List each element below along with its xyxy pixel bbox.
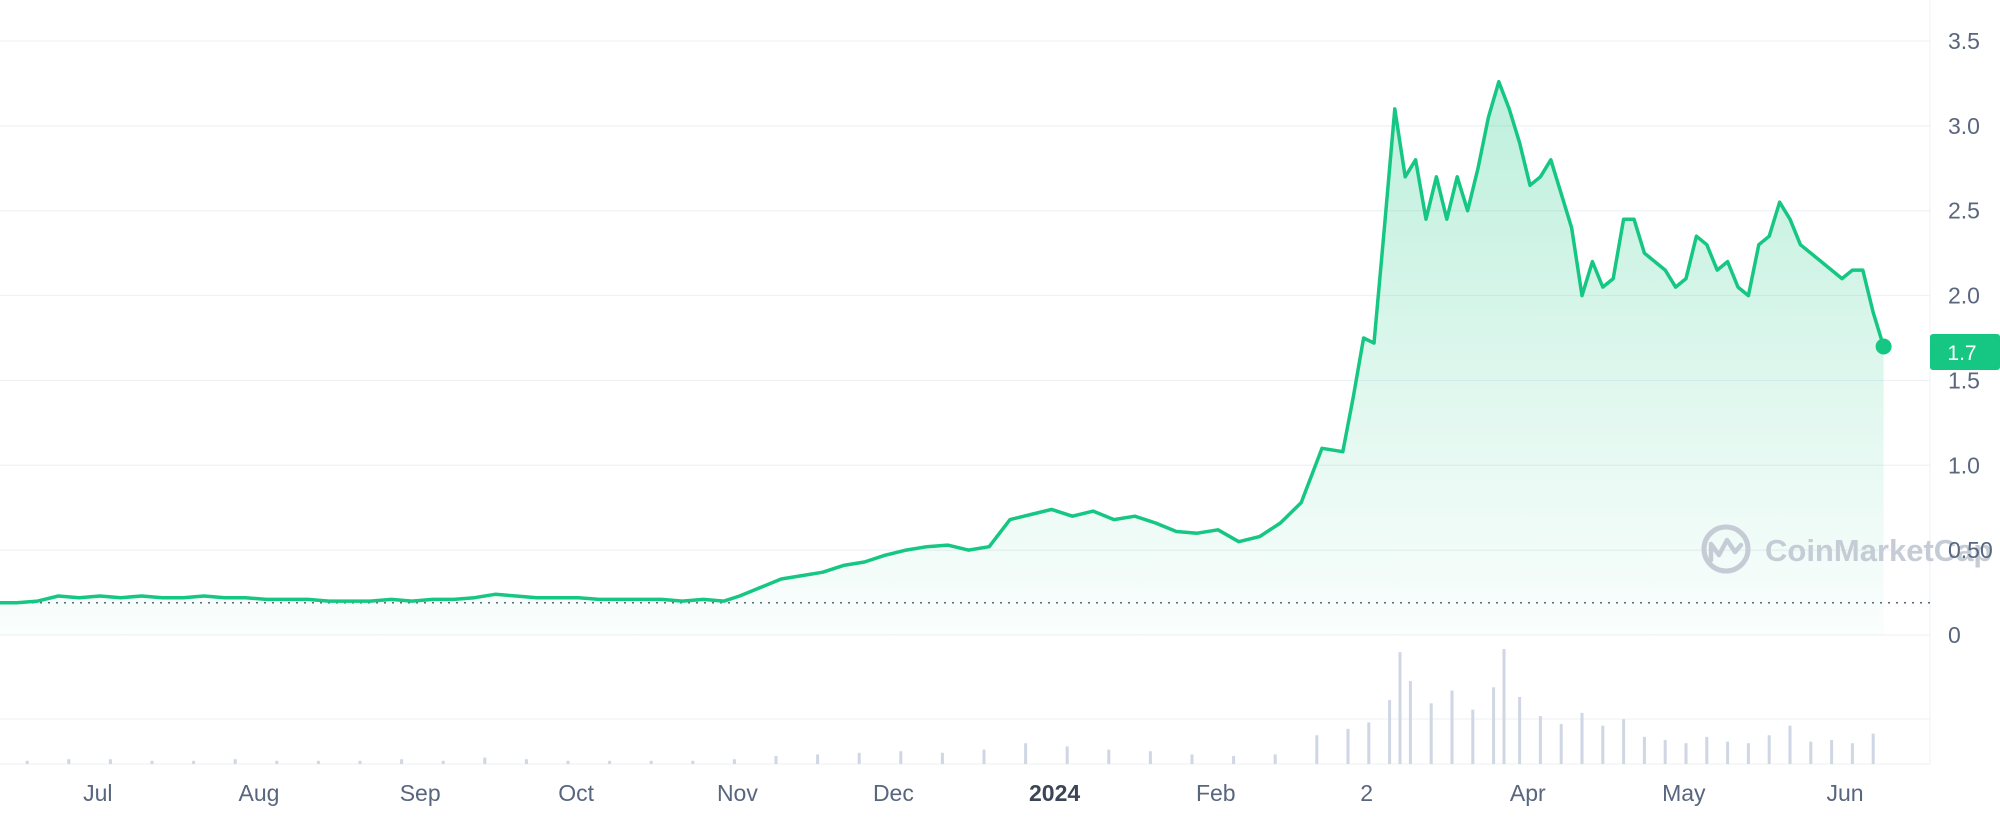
- watermark-brand-text: CoinMarketCap: [1765, 533, 1992, 568]
- volume-bar: [1148, 751, 1152, 764]
- y-tick-label: 0: [1948, 622, 1961, 648]
- volume-bar: [1450, 690, 1454, 764]
- volume-bar: [67, 759, 71, 764]
- x-tick-label: Oct: [558, 780, 594, 806]
- volume-bar: [1107, 749, 1111, 764]
- current-price-badge-bg: [1930, 334, 2000, 370]
- volume-bar: [1559, 724, 1563, 764]
- volume-bar: [192, 760, 196, 764]
- volume-bar: [1408, 680, 1412, 764]
- volume-bar: [1398, 652, 1402, 764]
- x-tick-label: Jun: [1826, 780, 1863, 806]
- volume-bar: [524, 759, 528, 764]
- volume-bar: [566, 760, 570, 764]
- volume-bar: [400, 759, 404, 764]
- current-price-badge-text: 1.7: [1947, 342, 1976, 365]
- volume-bar: [1663, 740, 1667, 764]
- current-price-badge: 1.7: [1930, 334, 2000, 370]
- volume-bar: [1429, 703, 1433, 764]
- x-tick-label: 2024: [1029, 780, 1080, 806]
- price-line: [0, 79, 1886, 605]
- grid-lines: [0, 0, 1931, 765]
- volume-bar: [1388, 700, 1392, 764]
- x-axis: Jul Aug Sep Oct Nov Dec 2024 Feb 2 Apr May Jun: [83, 780, 1863, 806]
- volume-bar: [1190, 754, 1194, 764]
- x-tick-label: Nov: [717, 780, 758, 806]
- volume-bar: [483, 757, 487, 764]
- volume-bar: [1580, 712, 1584, 764]
- volume-bars: [25, 649, 1875, 764]
- y-tick-label: 0.50: [1948, 537, 1993, 563]
- volume-bar: [1315, 735, 1319, 764]
- volume-bar: [732, 759, 736, 764]
- volume-bar: [940, 752, 944, 764]
- x-tick-label: Sep: [400, 780, 441, 806]
- y-tick-label: 3.0: [1948, 113, 1980, 139]
- volume-bar: [1809, 741, 1813, 764]
- volume-bar: [1642, 736, 1646, 764]
- x-tick-label: Apr: [1510, 780, 1546, 806]
- volume-bar: [1850, 743, 1854, 764]
- x-tick-label: Dec: [873, 780, 914, 806]
- volume-bar: [1871, 733, 1875, 764]
- x-tick-label: Feb: [1196, 780, 1236, 806]
- volume-bar: [233, 759, 237, 764]
- volume-bar: [857, 752, 861, 764]
- volume-bar: [1767, 735, 1771, 764]
- price-area: [0, 81, 1884, 635]
- volume-bar: [1684, 743, 1688, 764]
- volume-bar: [275, 760, 279, 764]
- volume-bar: [899, 751, 903, 764]
- volume-bar: [108, 759, 112, 764]
- volume-bar: [982, 749, 986, 764]
- volume-bar: [1502, 649, 1506, 764]
- volume-bar: [150, 760, 154, 764]
- volume-bar: [1830, 740, 1834, 764]
- y-tick-label: 1.0: [1948, 452, 1980, 478]
- volume-bar: [1367, 722, 1371, 764]
- volume-bar: [1746, 743, 1750, 764]
- y-tick-label: 2.0: [1948, 283, 1980, 309]
- volume-bar: [358, 760, 362, 764]
- volume-bar: [1788, 725, 1792, 764]
- x-tick-label: Aug: [239, 780, 280, 806]
- coinmarketcap-watermark: CoinMarketCap: [1701, 524, 1992, 574]
- x-tick-label: 2: [1360, 780, 1373, 806]
- volume-bar: [649, 760, 653, 764]
- y-tick-label: 1.5: [1948, 367, 1980, 393]
- volume-bar: [1726, 741, 1730, 764]
- x-tick-label: May: [1662, 780, 1706, 806]
- volume-bar: [316, 760, 320, 764]
- volume-bar: [1065, 746, 1069, 764]
- volume-bar: [1273, 754, 1277, 764]
- volume-bar: [1601, 725, 1605, 764]
- volume-bar: [774, 756, 778, 764]
- volume-bar: [1492, 687, 1496, 764]
- volume-bar: [1024, 743, 1028, 764]
- volume-bar: [1471, 709, 1475, 764]
- volume-bar: [1232, 756, 1236, 764]
- volume-bar: [1622, 719, 1626, 764]
- volume-bar: [691, 760, 695, 764]
- y-tick-label: 2.5: [1948, 198, 1980, 224]
- volume-bar: [1538, 716, 1542, 764]
- volume-bar: [816, 754, 820, 764]
- x-tick-label: Jul: [83, 780, 112, 806]
- volume-bar: [1705, 736, 1709, 764]
- y-axis: 0 0.50 1.0 1.5 2.0 2.5 3.0 3.5: [1948, 28, 1993, 648]
- volume-bar: [608, 760, 612, 764]
- volume-bar: [25, 760, 29, 764]
- volume-bar: [1518, 696, 1522, 764]
- current-price-dot[interactable]: [1875, 338, 1892, 355]
- y-tick-label: 3.5: [1948, 28, 1980, 54]
- volume-bar: [441, 760, 445, 764]
- volume-bar: [1346, 728, 1350, 764]
